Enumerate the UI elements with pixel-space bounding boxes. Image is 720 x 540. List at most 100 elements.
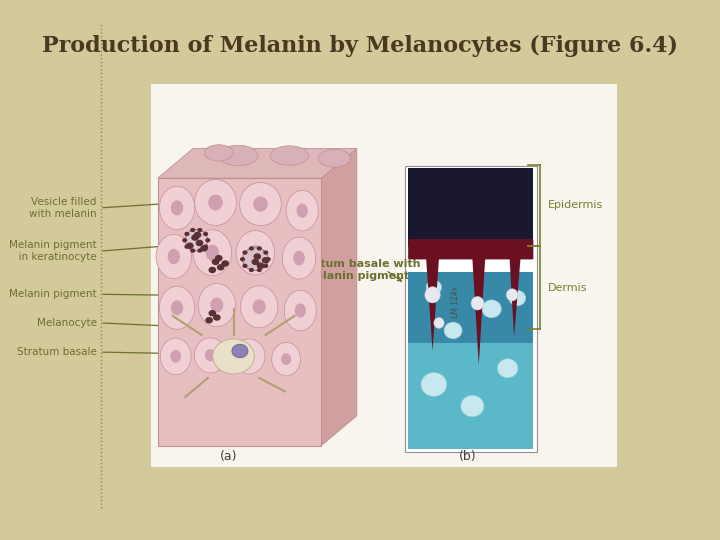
- Ellipse shape: [232, 345, 248, 357]
- Ellipse shape: [294, 303, 306, 318]
- Circle shape: [243, 251, 248, 255]
- Circle shape: [205, 238, 210, 242]
- Ellipse shape: [185, 230, 207, 251]
- Ellipse shape: [204, 145, 233, 161]
- Circle shape: [257, 268, 262, 272]
- Ellipse shape: [506, 289, 518, 301]
- Ellipse shape: [204, 349, 216, 361]
- Ellipse shape: [471, 296, 484, 310]
- Ellipse shape: [248, 245, 262, 260]
- Circle shape: [212, 259, 220, 265]
- Ellipse shape: [243, 350, 255, 362]
- Text: LM 124x: LM 124x: [451, 286, 459, 319]
- Text: (b): (b): [459, 450, 477, 463]
- Polygon shape: [322, 148, 357, 445]
- Polygon shape: [158, 148, 357, 178]
- Ellipse shape: [218, 145, 258, 166]
- Circle shape: [264, 264, 269, 268]
- Ellipse shape: [194, 180, 236, 226]
- Ellipse shape: [293, 251, 305, 266]
- Ellipse shape: [421, 373, 446, 396]
- Ellipse shape: [161, 338, 191, 375]
- Ellipse shape: [233, 339, 265, 374]
- Ellipse shape: [253, 299, 266, 314]
- Ellipse shape: [444, 322, 462, 339]
- Ellipse shape: [240, 183, 282, 226]
- FancyBboxPatch shape: [408, 239, 534, 259]
- Text: (a): (a): [220, 450, 237, 463]
- Circle shape: [240, 257, 245, 261]
- Circle shape: [249, 268, 254, 272]
- Circle shape: [200, 245, 208, 252]
- Text: Production of Melanin by Melanocytes (Figure 6.4): Production of Melanin by Melanocytes (Fi…: [42, 35, 678, 57]
- Ellipse shape: [210, 298, 223, 313]
- Ellipse shape: [194, 338, 227, 373]
- Ellipse shape: [198, 284, 235, 327]
- Circle shape: [205, 317, 213, 323]
- Polygon shape: [510, 258, 521, 337]
- Circle shape: [190, 228, 195, 232]
- Text: Melanocyte: Melanocyte: [37, 318, 96, 328]
- Ellipse shape: [434, 318, 444, 328]
- Ellipse shape: [193, 230, 232, 275]
- Circle shape: [182, 238, 187, 242]
- Ellipse shape: [271, 342, 301, 376]
- Text: Stratum basale with
melanin pigment: Stratum basale with melanin pigment: [294, 259, 420, 281]
- Ellipse shape: [509, 291, 526, 306]
- Circle shape: [203, 245, 208, 249]
- Ellipse shape: [426, 280, 441, 294]
- Circle shape: [209, 267, 216, 273]
- Ellipse shape: [156, 234, 192, 279]
- Polygon shape: [472, 258, 485, 365]
- Ellipse shape: [171, 200, 183, 215]
- Ellipse shape: [284, 291, 316, 330]
- Circle shape: [197, 228, 202, 232]
- Ellipse shape: [482, 300, 501, 318]
- Text: Vesicle filled
with melanin: Vesicle filled with melanin: [29, 197, 96, 219]
- Circle shape: [257, 246, 262, 251]
- Circle shape: [256, 262, 264, 269]
- Text: Dermis: Dermis: [547, 282, 587, 293]
- Ellipse shape: [253, 197, 268, 212]
- Circle shape: [215, 255, 222, 261]
- Circle shape: [249, 246, 254, 251]
- Circle shape: [197, 248, 202, 253]
- Ellipse shape: [281, 353, 291, 365]
- FancyBboxPatch shape: [32, 0, 688, 540]
- Ellipse shape: [318, 149, 351, 167]
- Circle shape: [209, 310, 216, 316]
- Circle shape: [184, 245, 189, 249]
- Text: Melanin pigment: Melanin pigment: [9, 289, 96, 299]
- Ellipse shape: [461, 395, 484, 417]
- Circle shape: [184, 232, 189, 236]
- Polygon shape: [426, 258, 439, 351]
- Circle shape: [262, 257, 269, 264]
- Circle shape: [190, 248, 195, 253]
- Bar: [408, 272, 534, 342]
- Bar: [408, 168, 534, 247]
- Text: Epidermis: Epidermis: [547, 200, 603, 210]
- Bar: [151, 84, 617, 467]
- Text: Melanin pigment
  in keratinocyte: Melanin pigment in keratinocyte: [9, 240, 96, 262]
- Ellipse shape: [282, 237, 315, 279]
- Ellipse shape: [212, 339, 254, 374]
- Ellipse shape: [270, 146, 309, 165]
- Ellipse shape: [243, 248, 268, 271]
- Circle shape: [196, 240, 203, 246]
- Ellipse shape: [498, 359, 518, 378]
- Circle shape: [221, 260, 229, 267]
- Ellipse shape: [206, 245, 219, 261]
- Bar: [405, 166, 536, 452]
- Ellipse shape: [236, 231, 274, 275]
- Circle shape: [243, 264, 248, 268]
- Ellipse shape: [171, 350, 181, 363]
- Circle shape: [251, 259, 259, 265]
- Bar: [408, 303, 534, 449]
- Circle shape: [186, 242, 194, 249]
- Ellipse shape: [171, 300, 183, 315]
- Ellipse shape: [159, 286, 194, 329]
- Ellipse shape: [208, 194, 223, 211]
- Circle shape: [194, 232, 202, 238]
- Bar: [158, 178, 322, 446]
- Ellipse shape: [240, 286, 278, 328]
